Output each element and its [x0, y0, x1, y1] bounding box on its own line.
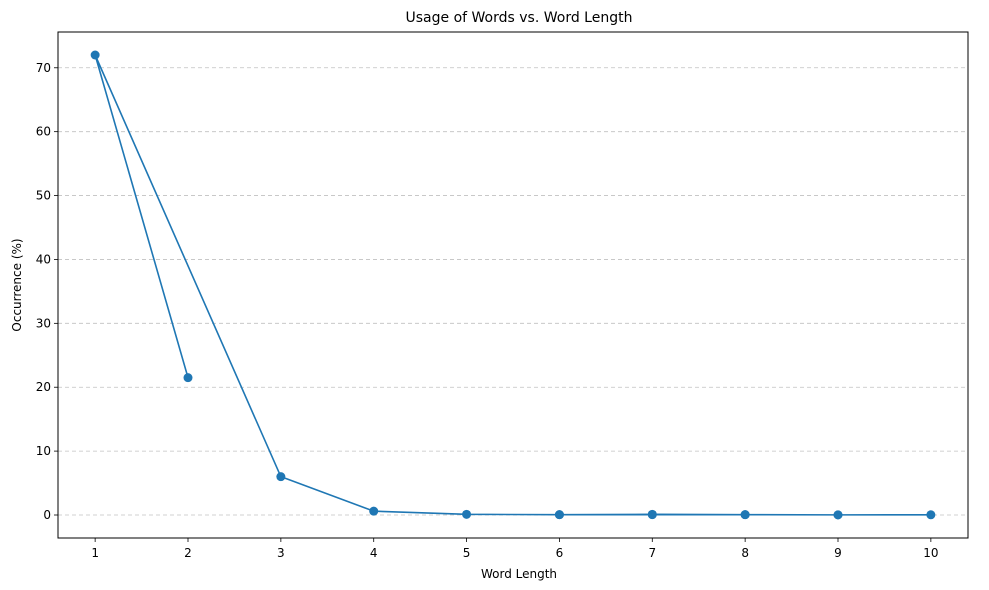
x-tick-label: 3 — [277, 546, 285, 560]
data-point — [833, 510, 843, 520]
data-point — [740, 510, 750, 520]
y-axis-label: Occurrence (%) — [10, 238, 24, 331]
x-tick-label: 5 — [463, 546, 471, 560]
y-tick-label: 30 — [36, 316, 51, 330]
data-point — [462, 509, 472, 519]
data-point — [369, 506, 379, 516]
grid-lines — [58, 67, 968, 516]
x-tick-label: 2 — [184, 546, 192, 560]
y-tick-label: 10 — [36, 444, 51, 458]
y-axis-ticks: 0 10 20 30 40 50 60 70 — [36, 61, 58, 522]
chart-title: Usage of Words vs. Word Length — [406, 10, 633, 26]
x-tick-label: 8 — [741, 546, 749, 560]
data-point — [183, 373, 193, 383]
x-tick-label: 6 — [556, 546, 564, 560]
plot-frame — [57, 31, 969, 539]
x-tick-label: 1 — [91, 546, 99, 560]
x-axis-ticks: 1 2 3 4 5 6 7 8 9 10 — [91, 538, 938, 560]
x-tick-label: 9 — [834, 546, 842, 560]
x-tick-label: 10 — [923, 546, 938, 560]
data-point — [926, 510, 936, 520]
y-tick-label: 40 — [36, 252, 51, 266]
y-tick-label: 0 — [43, 508, 51, 522]
data-point — [276, 472, 286, 482]
y-tick-label: 60 — [36, 125, 51, 139]
x-tick-label: 7 — [648, 546, 656, 560]
y-tick-label: 20 — [36, 380, 51, 394]
series-group — [90, 50, 936, 520]
data-point — [647, 510, 657, 520]
data-point — [554, 510, 564, 520]
series-line — [94, 54, 932, 516]
y-tick-label: 70 — [36, 61, 51, 75]
x-tick-label: 4 — [370, 546, 378, 560]
data-point — [90, 50, 100, 60]
x-axis-label: Word Length — [481, 567, 557, 581]
y-tick-label: 50 — [36, 189, 51, 203]
